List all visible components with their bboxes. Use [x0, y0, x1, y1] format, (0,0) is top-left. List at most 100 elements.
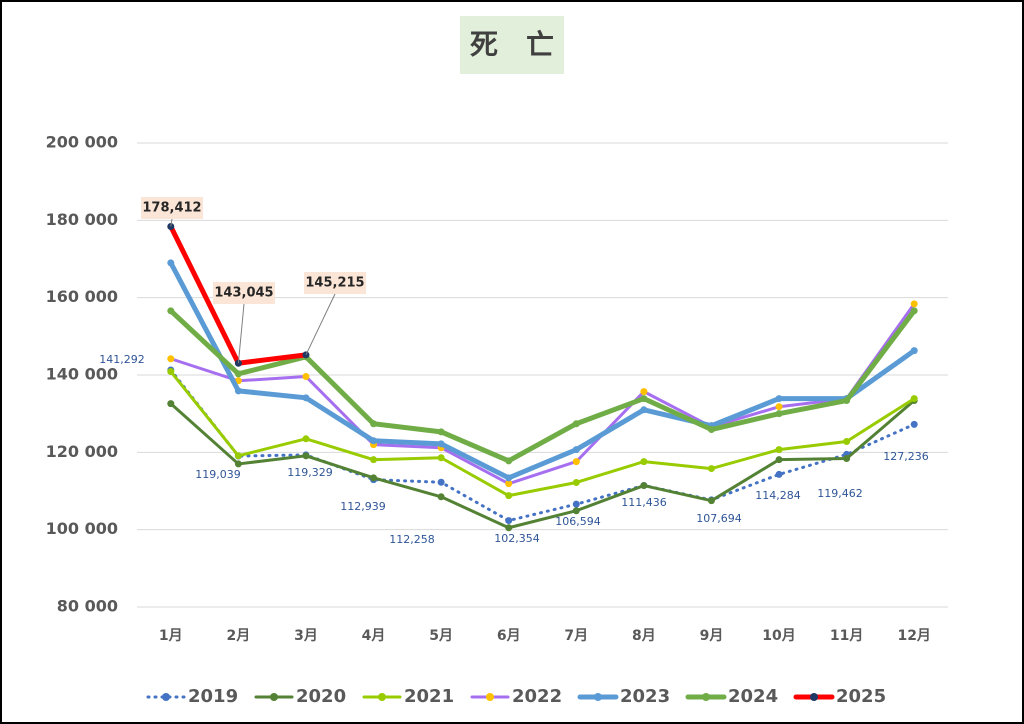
data-label: 112,258	[389, 533, 435, 546]
point	[437, 440, 445, 448]
point	[707, 497, 715, 505]
point	[437, 428, 445, 436]
point	[302, 394, 310, 402]
y-tick-label: 200 000	[46, 133, 118, 152]
point	[775, 403, 783, 411]
point	[572, 507, 580, 515]
point	[505, 480, 513, 488]
point	[910, 347, 918, 355]
point	[302, 435, 310, 443]
x-tick-label: 5月	[429, 628, 453, 644]
y-tick-label: 120 000	[46, 442, 118, 461]
point	[572, 500, 580, 508]
y-tick-label: 140 000	[46, 365, 118, 384]
data-label: 119,039	[195, 468, 241, 481]
point	[843, 455, 851, 463]
x-tick-label: 12月	[897, 628, 930, 644]
point	[167, 355, 175, 363]
legend-marker	[486, 693, 494, 701]
point	[370, 456, 378, 464]
data-label: 143,045	[214, 286, 273, 301]
legend-marker	[702, 693, 710, 701]
legend-marker	[162, 693, 170, 701]
data-label: 106,594	[555, 515, 601, 528]
point	[775, 456, 783, 464]
data-label: 145,215	[305, 276, 364, 291]
data-label-box	[213, 282, 275, 304]
series-line	[168, 260, 917, 481]
point	[234, 452, 242, 460]
point	[572, 446, 580, 454]
legend-marker	[594, 693, 602, 701]
x-tick-label: 9月	[700, 628, 724, 644]
legend-marker	[270, 693, 278, 701]
x-tick-label: 7月	[564, 628, 588, 644]
point	[234, 370, 242, 378]
data-label: 107,694	[696, 512, 742, 525]
point	[505, 492, 513, 500]
x-tick-label: 8月	[632, 628, 656, 644]
series-line	[169, 368, 916, 523]
point	[505, 524, 513, 532]
point	[640, 458, 648, 466]
legend-label: 2024	[728, 686, 778, 707]
legend-label: 2021	[404, 686, 454, 707]
point	[167, 368, 175, 376]
series-line	[169, 399, 916, 530]
data-label-box	[304, 272, 366, 294]
point	[640, 395, 648, 403]
point	[370, 437, 378, 445]
legend-label: 2019	[188, 686, 238, 707]
data-label: 119,462	[817, 487, 863, 500]
point	[437, 478, 445, 486]
legend-label: 2025	[836, 686, 886, 707]
point	[167, 400, 175, 408]
y-tick-label: 80 000	[57, 597, 118, 616]
point	[775, 410, 783, 418]
point	[370, 474, 378, 482]
leader-line	[237, 303, 245, 364]
data-label: 102,354	[494, 532, 540, 545]
point	[437, 454, 445, 462]
point	[572, 420, 580, 428]
point	[505, 517, 513, 525]
point	[910, 420, 918, 428]
point	[234, 387, 242, 395]
x-tick-label: 1月	[159, 628, 183, 644]
point	[167, 259, 175, 267]
point	[167, 307, 175, 315]
legend-label: 2020	[296, 686, 346, 707]
point	[640, 388, 648, 396]
data-label: 127,236	[883, 450, 929, 463]
x-tick-label: 3月	[294, 628, 318, 644]
x-tick-label: 6月	[497, 628, 521, 644]
leader-line	[170, 218, 173, 227]
point	[910, 307, 918, 315]
legend-label: 2022	[512, 686, 562, 707]
point	[370, 420, 378, 428]
legend-marker	[810, 693, 818, 701]
point	[302, 452, 310, 460]
x-tick-label: 4月	[362, 628, 386, 644]
point	[707, 465, 715, 473]
point	[302, 373, 310, 381]
data-label: 119,329	[287, 466, 333, 479]
data-label: 178,412	[142, 201, 201, 216]
data-label-box	[141, 197, 203, 219]
x-tick-label: 10月	[762, 628, 795, 644]
point	[707, 426, 715, 434]
point	[843, 438, 851, 446]
point	[437, 493, 445, 501]
point	[640, 406, 648, 414]
y-tick-label: 160 000	[46, 287, 118, 306]
data-label: 111,436	[621, 496, 667, 509]
point	[505, 457, 513, 465]
point	[843, 397, 851, 405]
point	[775, 446, 783, 454]
y-tick-label: 100 000	[46, 519, 118, 538]
series-line	[169, 370, 916, 498]
leader-line	[305, 293, 336, 356]
point	[775, 470, 783, 478]
data-label: 114,284	[755, 489, 801, 502]
